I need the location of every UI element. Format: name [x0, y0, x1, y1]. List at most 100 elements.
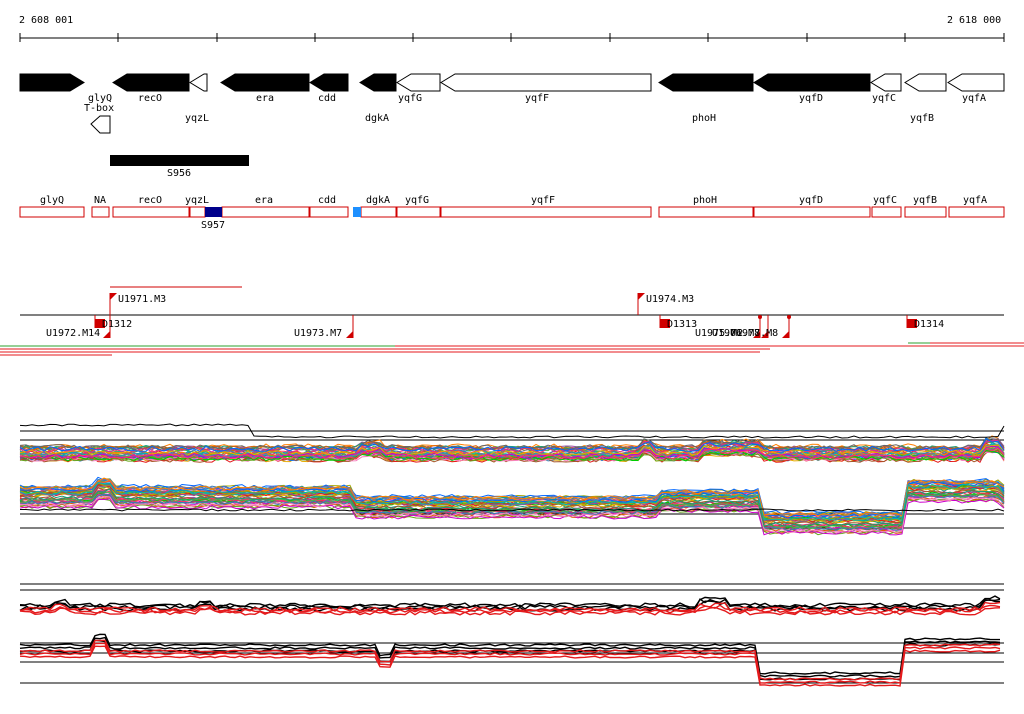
marker-label: U1977.M8: [730, 328, 778, 339]
gene-yqfA[interactable]: yqfA: [947, 73, 1005, 104]
annotation-box-recO[interactable]: recO: [112, 195, 190, 218]
annotation-box-NA[interactable]: NA: [91, 195, 110, 218]
marker-label: U1971.M3: [118, 294, 166, 305]
marker-label: U1975.M2: [695, 328, 743, 339]
annotation-box-yqfA[interactable]: yqfA: [948, 195, 1005, 218]
marker-u1974[interactable]: U1974.M3: [637, 293, 694, 315]
marker-label: U1976.M8: [712, 328, 760, 339]
marker-d1312[interactable]: D1312: [94, 315, 132, 330]
annotation-label: phoH: [693, 195, 717, 206]
gene-yqfC[interactable]: yqfC: [870, 73, 902, 104]
annotation-box[interactable]: [112, 206, 190, 218]
marker-label: U1973.M7: [294, 328, 342, 339]
annotation-box-glyQ[interactable]: glyQ: [19, 195, 85, 218]
annotation-box[interactable]: [309, 206, 349, 218]
expression-trace: [19, 476, 1005, 515]
annotation-label: cdd: [318, 195, 336, 206]
gene-arrow[interactable]: [870, 73, 902, 92]
dgka-blue-marker[interactable]: [353, 207, 361, 217]
s957-block[interactable]: [205, 207, 222, 217]
annotation-box-dgkA[interactable]: dgkA: [360, 195, 397, 218]
annotation-box[interactable]: [871, 206, 902, 218]
gene-label: yqfD: [799, 93, 823, 104]
gene-arrow[interactable]: [658, 73, 754, 92]
gene-yqfG[interactable]: yqfG: [396, 73, 441, 104]
annotation-box[interactable]: [904, 206, 947, 218]
start-coordinate: 2 608 001: [19, 15, 73, 26]
gene-recO[interactable]: recO: [112, 73, 190, 104]
marker-d1313[interactable]: D1313: [659, 315, 697, 330]
expression-trace: [19, 639, 1001, 681]
gene-phoH[interactable]: phoH: [658, 73, 754, 124]
expression-trace: [19, 642, 1001, 684]
annotation-box[interactable]: [19, 206, 85, 218]
annotation-box[interactable]: [658, 206, 754, 218]
gene-yqfF[interactable]: yqfF: [440, 73, 652, 104]
gene-arrow[interactable]: [753, 73, 871, 92]
gene-arrow[interactable]: [189, 73, 208, 92]
gene-yqzL[interactable]: yqzL: [185, 73, 209, 124]
gene-label: glyQ: [88, 93, 112, 104]
annotation-box[interactable]: [91, 206, 110, 218]
annotation-box[interactable]: [440, 206, 652, 218]
marker-u1971[interactable]: U1971.M3: [109, 293, 166, 315]
s956-bar[interactable]: [110, 155, 249, 166]
annotation-box-yqfF[interactable]: yqfF: [440, 195, 652, 218]
annotation-label: era: [255, 195, 273, 206]
s956-feature[interactable]: S956: [110, 155, 249, 179]
annotation-box-yqfB[interactable]: yqfB: [904, 195, 947, 218]
marker-label: D1313: [667, 319, 697, 330]
annotation-box-yqfG[interactable]: yqfG: [396, 195, 441, 218]
marker-label: D1314: [914, 319, 944, 330]
gene-glyQ[interactable]: glyQ: [19, 73, 112, 104]
gene-yqfB[interactable]: yqfB: [904, 73, 947, 124]
expression-trace: [19, 636, 1001, 678]
marker-d1314[interactable]: D1314: [906, 315, 944, 330]
annotation-box-yqfC[interactable]: yqfC: [871, 195, 902, 218]
gene-arrow[interactable]: [19, 73, 85, 92]
annotation-box-phoH[interactable]: phoH: [658, 195, 754, 218]
gene-yqfD[interactable]: yqfD: [753, 73, 871, 104]
expression-trace: [19, 495, 1005, 534]
gene-arrow[interactable]: [220, 73, 310, 92]
marker-u1976[interactable]: U1976.M8: [712, 315, 769, 339]
annotation-box-yqfD[interactable]: yqfD: [753, 195, 871, 218]
gene-label: dgkA: [365, 113, 389, 124]
expression-trace: [19, 450, 1005, 462]
marker-u1973[interactable]: U1973.M7: [294, 315, 354, 339]
tbox-arrow[interactable]: [90, 115, 111, 134]
gene-arrow[interactable]: [396, 73, 441, 92]
annotation-box[interactable]: [396, 206, 441, 218]
gene-arrow[interactable]: [112, 73, 190, 92]
annotation-label: yqfD: [799, 195, 823, 206]
annotation-label: yqfB: [913, 195, 937, 206]
annotation-box-era[interactable]: era: [221, 195, 310, 218]
annotation-box-cdd[interactable]: cdd: [309, 195, 349, 218]
gene-dgkA[interactable]: dgkA: [359, 73, 397, 124]
annotation-box[interactable]: [948, 206, 1005, 218]
gene-label: yqfB: [910, 113, 934, 124]
gene-arrow[interactable]: [440, 73, 652, 92]
expression-trace: [19, 447, 1005, 460]
s957-label: S957: [201, 220, 225, 231]
marker-u1972[interactable]: U1972.M14: [46, 315, 111, 339]
annotation-label: recO: [138, 195, 162, 206]
gene-arrow[interactable]: [359, 73, 397, 92]
expression-trace: [19, 498, 1005, 536]
annotation-box[interactable]: [360, 206, 397, 218]
annotation-box[interactable]: [221, 206, 310, 218]
annotation-box[interactable]: [189, 206, 206, 218]
expression-trace: [19, 606, 1001, 616]
tbox-feature[interactable]: T-box: [84, 103, 114, 134]
gene-era[interactable]: era: [220, 73, 310, 104]
gene-cdd[interactable]: cdd: [309, 73, 349, 104]
expression-trace: [19, 482, 1005, 522]
gene-label: yqzL: [185, 113, 209, 124]
annotation-label: dgkA: [366, 195, 390, 206]
annotation-box[interactable]: [753, 206, 871, 218]
gene-arrow[interactable]: [947, 73, 1005, 92]
gene-arrow[interactable]: [904, 73, 947, 92]
gene-label: yqfF: [525, 93, 549, 104]
s957-feature[interactable]: S957: [201, 207, 225, 231]
gene-arrow[interactable]: [309, 73, 349, 92]
